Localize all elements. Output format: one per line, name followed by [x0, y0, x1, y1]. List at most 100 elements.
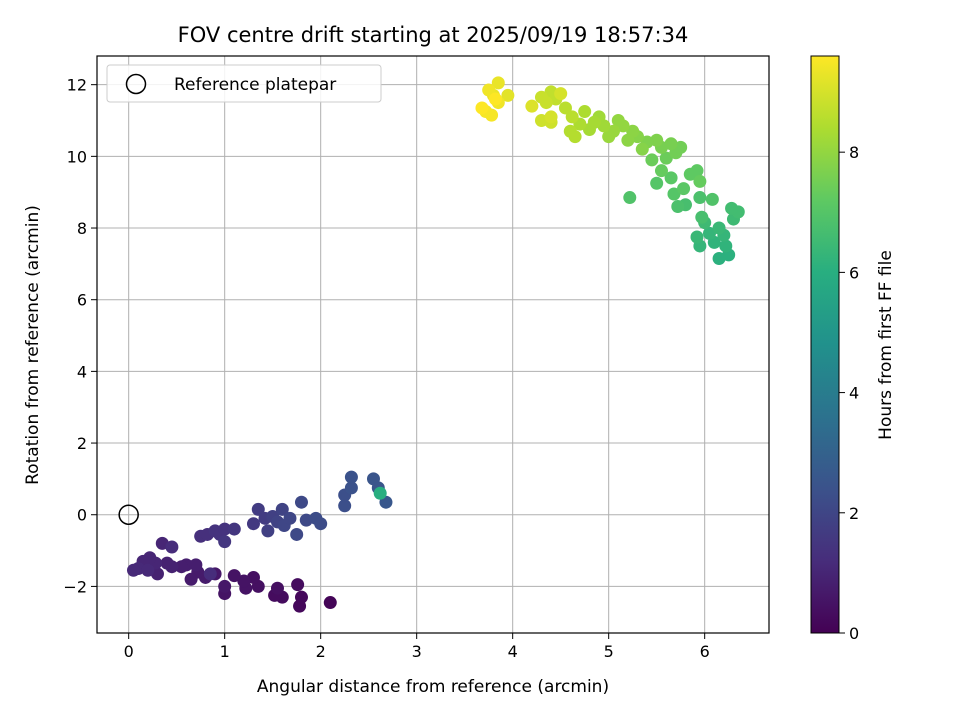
- data-point: [314, 517, 328, 531]
- data-point: [184, 572, 198, 586]
- x-axis-label: Angular distance from reference (arcmin): [257, 677, 609, 697]
- data-point: [218, 522, 232, 536]
- y-tick-label: 2: [77, 434, 87, 453]
- data-point: [485, 108, 499, 122]
- legend-box: [106, 64, 382, 103]
- colorbar-tick-label: 2: [849, 504, 859, 523]
- data-point: [554, 87, 568, 101]
- data-point: [654, 164, 668, 178]
- data-point: [237, 574, 251, 588]
- data-point: [544, 85, 558, 99]
- colorbar-tick-label: 0: [849, 624, 859, 643]
- data-point: [645, 153, 659, 167]
- data-point: [544, 110, 558, 124]
- data-point: [650, 133, 664, 147]
- data-point: [719, 239, 733, 253]
- grid-lines: [97, 56, 769, 633]
- data-point: [635, 142, 649, 156]
- data-point: [693, 174, 707, 188]
- data-point: [165, 540, 179, 554]
- data-point: [294, 590, 308, 604]
- data-points: [126, 76, 745, 613]
- data-point: [602, 130, 616, 144]
- data-point: [671, 200, 685, 214]
- data-point: [695, 210, 709, 224]
- data-point: [525, 99, 539, 113]
- data-point: [725, 201, 739, 215]
- data-point: [563, 124, 577, 138]
- legend-marker-icon: [125, 73, 147, 95]
- x-axis-ticks: 0 1 2 3 4 5 6: [124, 633, 710, 661]
- data-point: [558, 101, 572, 115]
- x-tick-label: 5: [604, 642, 614, 661]
- y-tick-label: 12: [67, 76, 87, 95]
- data-point: [621, 133, 635, 147]
- y-tick-label: 6: [77, 291, 87, 310]
- colorbar-ticks: 0 2 4 6 8: [839, 143, 859, 643]
- data-point: [702, 226, 716, 240]
- data-point: [693, 191, 707, 205]
- data-point: [475, 101, 489, 115]
- data-point: [290, 527, 304, 541]
- data-point: [712, 221, 726, 235]
- y-tick-label: 0: [77, 506, 87, 525]
- y-tick-label: −2: [63, 577, 87, 596]
- data-point: [227, 522, 241, 536]
- chart-title: FOV centre drift starting at 2025/09/19 …: [178, 23, 689, 47]
- y-tick-label: 10: [67, 147, 87, 166]
- data-point: [218, 535, 232, 549]
- data-point: [534, 90, 548, 104]
- colorbar-label: Hours from first FF file: [876, 250, 896, 440]
- x-tick-label: 1: [220, 642, 230, 661]
- data-point: [488, 92, 502, 106]
- x-tick-label: 2: [316, 642, 326, 661]
- colorbar-tick-label: 4: [849, 384, 859, 403]
- data-point: [705, 192, 719, 206]
- data-point: [667, 187, 681, 201]
- data-point: [623, 191, 637, 205]
- y-axis-ticks: −2 0 2 4 6 8 10 12: [63, 76, 97, 596]
- data-point: [299, 513, 313, 527]
- data-point: [126, 563, 140, 577]
- data-point: [690, 230, 704, 244]
- data-point: [344, 481, 358, 495]
- data-point: [283, 511, 297, 525]
- data-point: [501, 88, 515, 102]
- data-point: [174, 560, 188, 574]
- data-point: [160, 556, 174, 570]
- data-point: [373, 486, 387, 500]
- data-point: [677, 182, 691, 196]
- data-point: [565, 110, 579, 124]
- data-point: [251, 502, 265, 516]
- x-tick-label: 0: [124, 642, 134, 661]
- x-tick-label: 6: [700, 642, 710, 661]
- data-point: [261, 524, 275, 538]
- y-tick-label: 4: [77, 362, 87, 381]
- data-point: [491, 76, 505, 90]
- data-point: [294, 495, 308, 509]
- colorbar-tick-label: 6: [849, 263, 859, 282]
- data-point: [611, 114, 625, 128]
- data-point: [141, 563, 155, 577]
- colorbar: 0 2 4 6 8 Hours from first FF file: [810, 55, 896, 643]
- data-point: [189, 558, 203, 572]
- data-point: [275, 502, 289, 516]
- data-point: [270, 581, 284, 595]
- data-point: [203, 567, 217, 581]
- data-point: [291, 578, 305, 592]
- x-tick-label: 3: [412, 642, 422, 661]
- data-point: [482, 83, 496, 97]
- data-point: [227, 569, 241, 583]
- data-point: [582, 122, 596, 136]
- data-point: [712, 251, 726, 265]
- data-point: [338, 499, 352, 513]
- data-point: [650, 176, 664, 190]
- reference-platepar-marker: [118, 504, 139, 525]
- plot-frame: [96, 55, 770, 634]
- x-tick-label: 4: [508, 642, 518, 661]
- colorbar-gradient: [810, 55, 840, 634]
- data-point: [659, 151, 673, 165]
- data-point: [578, 105, 592, 119]
- y-tick-label: 8: [77, 219, 87, 238]
